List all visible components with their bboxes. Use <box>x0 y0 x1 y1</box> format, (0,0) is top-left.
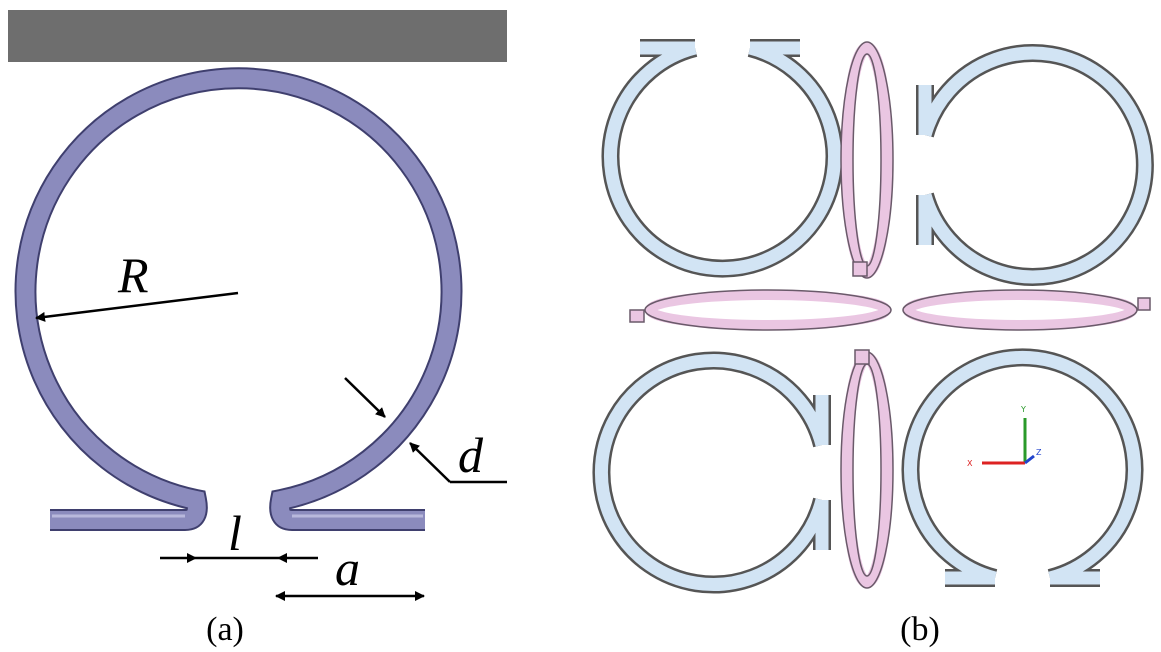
axis-triad: Y X Z <box>967 405 1042 468</box>
ring <box>925 53 1145 277</box>
ring-edge <box>650 295 886 325</box>
ring <box>601 361 822 585</box>
panel-b: Y X Z (b) <box>601 42 1150 648</box>
ring <box>611 48 835 269</box>
x-label: X <box>967 459 973 468</box>
label-r: R <box>117 247 149 303</box>
tab <box>1138 298 1150 310</box>
figure: R d l a (a) <box>0 0 1161 652</box>
tab <box>630 310 644 322</box>
ring-edge <box>908 295 1132 325</box>
label-l: l <box>228 505 242 561</box>
pink-rings <box>630 42 1150 588</box>
ring-edge <box>853 364 881 576</box>
ring <box>911 357 1135 578</box>
caption-a: (a) <box>206 611 244 648</box>
z-label: Z <box>1036 448 1042 457</box>
width-arrow <box>410 443 450 482</box>
label-d: d <box>458 427 484 483</box>
panel-a: R d l a (a) <box>8 10 507 648</box>
y-label: Y <box>1020 405 1026 414</box>
ground-plate <box>8 10 507 62</box>
caption-b: (b) <box>900 611 940 648</box>
width-arrow <box>345 378 385 417</box>
omega-ring <box>26 78 452 520</box>
tab <box>855 350 869 364</box>
label-a: a <box>335 540 360 596</box>
ring-edge <box>853 54 881 266</box>
tab <box>853 262 867 276</box>
